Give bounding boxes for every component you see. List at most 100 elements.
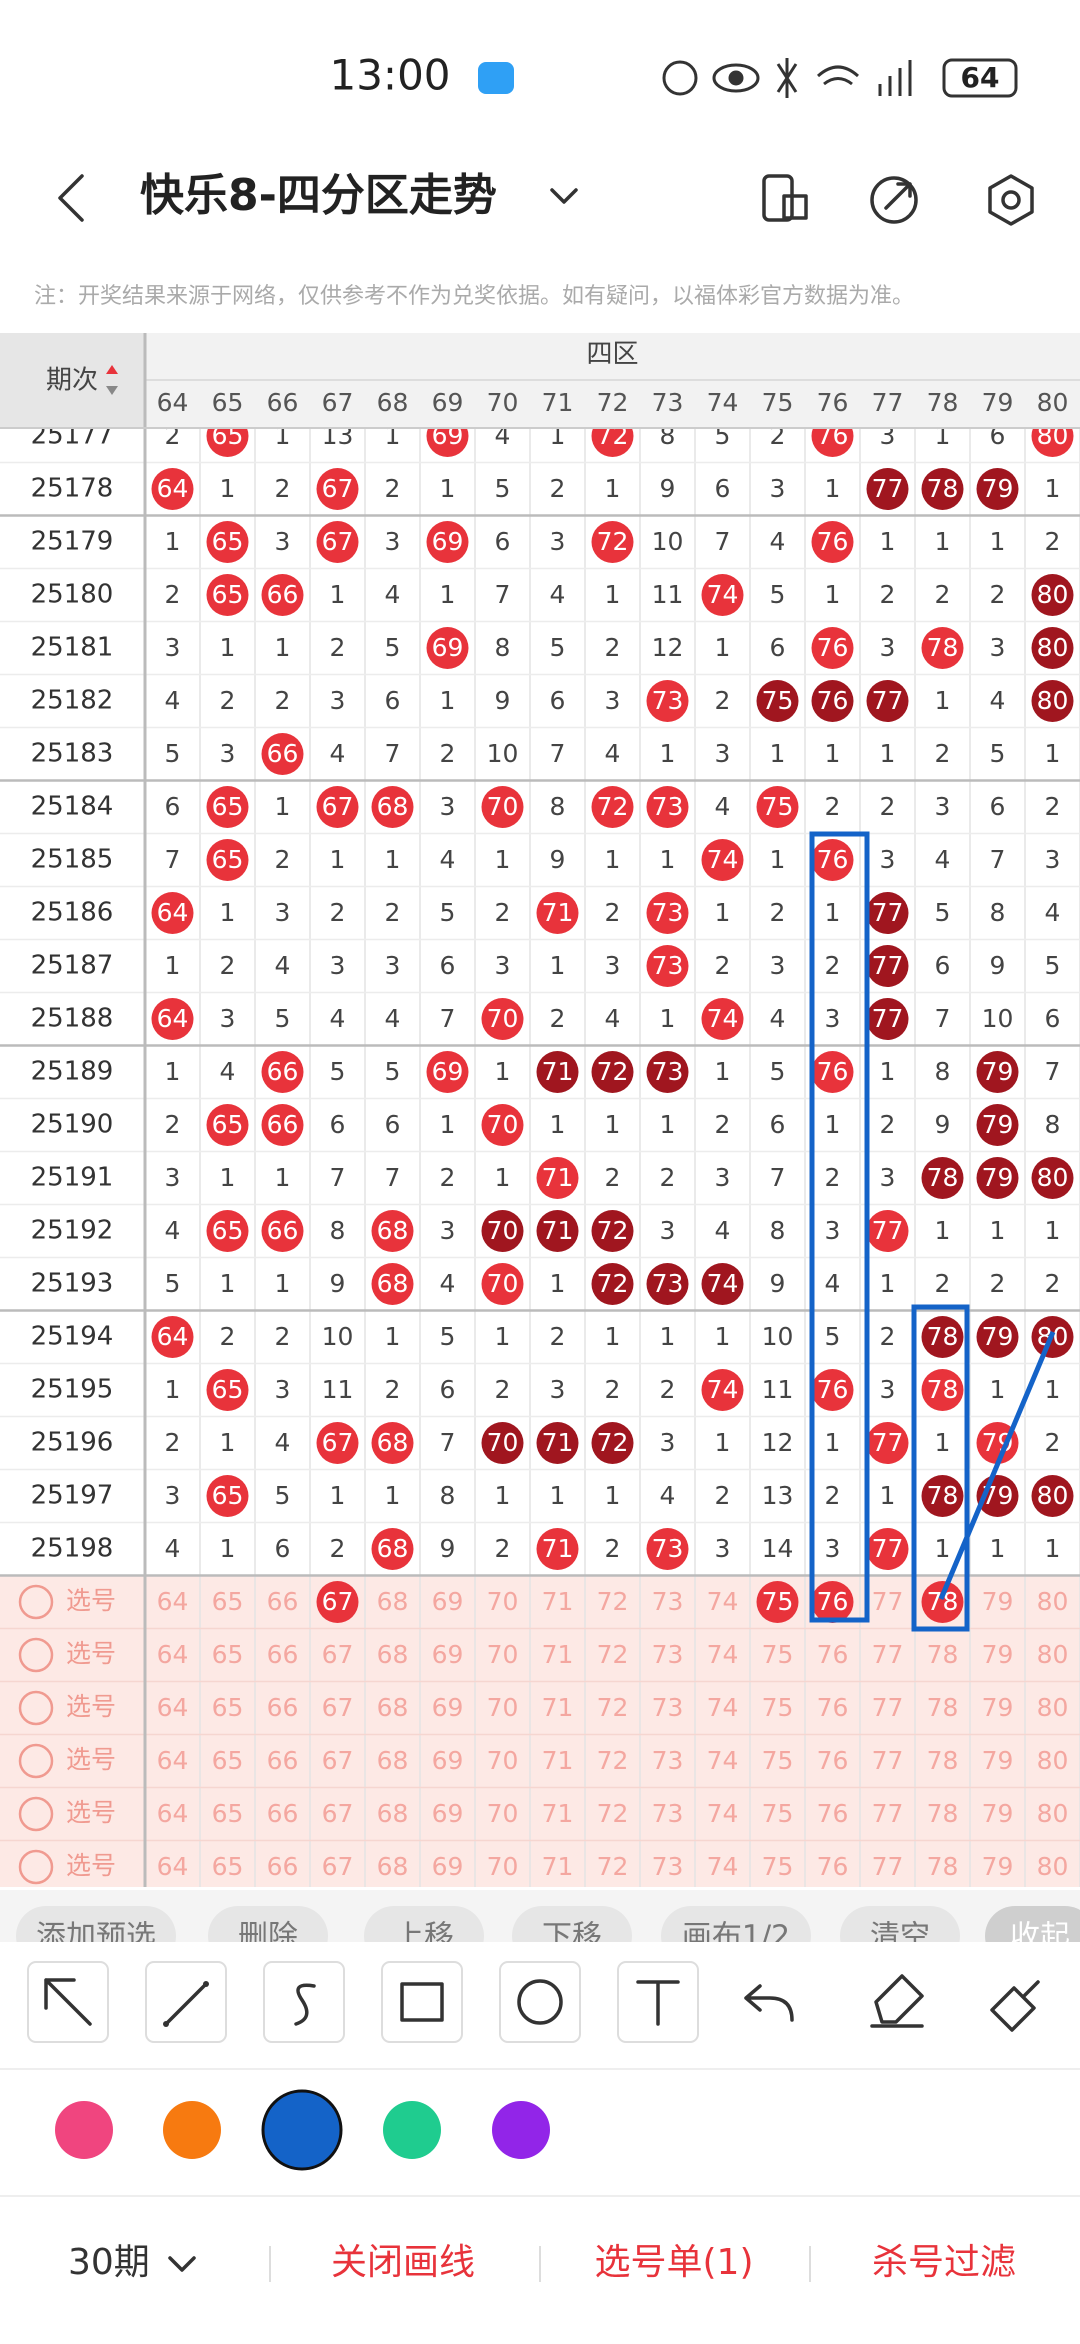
pick-number[interactable]: 78: [927, 1746, 959, 1775]
pick-number[interactable]: 73: [652, 1746, 684, 1775]
color-swatch[interactable]: [163, 2101, 221, 2159]
pick-number[interactable]: 69: [432, 1693, 464, 1722]
pick-number[interactable]: 76: [817, 1640, 849, 1669]
action-button[interactable]: [16, 1906, 176, 1966]
action-button[interactable]: [364, 1906, 484, 1966]
pick-number[interactable]: 80: [1037, 1799, 1069, 1828]
pick-number[interactable]: 71: [542, 1693, 574, 1722]
period-selector[interactable]: 30期: [68, 2242, 150, 2283]
pick-number[interactable]: 67: [322, 1640, 354, 1669]
pick-number[interactable]: 72: [597, 1587, 629, 1616]
pick-number[interactable]: 79: [982, 1852, 1014, 1881]
pick-number[interactable]: 64: [157, 1693, 189, 1722]
pick-number[interactable]: 76: [817, 1693, 849, 1722]
pick-number[interactable]: 69: [432, 1852, 464, 1881]
pick-number[interactable]: 71: [542, 1640, 574, 1669]
color-swatch[interactable]: [55, 2101, 113, 2159]
kill-filter-button[interactable]: 杀号过滤: [872, 2242, 1016, 2283]
action-label[interactable]: 下移: [542, 1920, 602, 1955]
pick-number[interactable]: 71: [542, 1852, 574, 1881]
pick-number[interactable]: 72: [597, 1746, 629, 1775]
pick-number[interactable]: 71: [542, 1799, 574, 1828]
pick-number[interactable]: 64: [157, 1799, 189, 1828]
pick-number[interactable]: 67: [322, 1587, 354, 1616]
pick-number[interactable]: 74: [707, 1746, 739, 1775]
pick-number[interactable]: 80: [1037, 1746, 1069, 1775]
pick-number[interactable]: 72: [597, 1693, 629, 1722]
pick-number[interactable]: 74: [707, 1693, 739, 1722]
pick-radio[interactable]: [18, 1584, 54, 1620]
pick-number[interactable]: 65: [212, 1852, 244, 1881]
pick-number[interactable]: 72: [597, 1640, 629, 1669]
action-button[interactable]: [985, 1906, 1080, 1966]
pick-number[interactable]: 69: [432, 1640, 464, 1669]
pick-number[interactable]: 66: [267, 1852, 299, 1881]
pick-number[interactable]: 72: [597, 1799, 629, 1828]
color-swatch[interactable]: [261, 2089, 343, 2171]
color-swatch[interactable]: [492, 2101, 550, 2159]
pick-number[interactable]: 68: [377, 1746, 409, 1775]
action-label[interactable]: 添加预选: [36, 1920, 156, 1955]
pick-number[interactable]: 78: [927, 1693, 959, 1722]
pick-number[interactable]: 77: [872, 1852, 904, 1881]
pick-number[interactable]: 77: [872, 1587, 904, 1616]
pick-number[interactable]: 65: [212, 1587, 244, 1616]
pick-number[interactable]: 70: [487, 1746, 519, 1775]
pick-number[interactable]: 64: [157, 1852, 189, 1881]
pick-number[interactable]: 69: [432, 1799, 464, 1828]
pick-number[interactable]: 66: [267, 1587, 299, 1616]
settings-icon[interactable]: [988, 174, 1034, 226]
pick-radio[interactable]: [18, 1690, 54, 1726]
pick-number[interactable]: 71: [542, 1746, 574, 1775]
action-label[interactable]: 收起: [1010, 1920, 1070, 1955]
pick-number[interactable]: 74: [707, 1852, 739, 1881]
page-title[interactable]: 快乐8-四分区走势: [140, 170, 497, 221]
pick-list-button[interactable]: 选号单(1): [595, 2242, 754, 2283]
pick-number[interactable]: 67: [322, 1693, 354, 1722]
share-icon[interactable]: [870, 176, 918, 224]
pick-radio[interactable]: [18, 1637, 54, 1673]
pick-number[interactable]: 66: [267, 1693, 299, 1722]
pick-number[interactable]: 75: [762, 1799, 794, 1828]
pick-number[interactable]: 73: [652, 1693, 684, 1722]
pick-number[interactable]: 71: [542, 1587, 574, 1616]
pick-number[interactable]: 65: [212, 1693, 244, 1722]
pick-number[interactable]: 74: [707, 1799, 739, 1828]
pick-number[interactable]: 65: [212, 1746, 244, 1775]
pick-number[interactable]: 77: [872, 1746, 904, 1775]
pick-number[interactable]: 68: [377, 1693, 409, 1722]
pick-number[interactable]: 80: [1037, 1587, 1069, 1616]
pick-number[interactable]: 78: [927, 1799, 959, 1828]
pick-number[interactable]: 67: [322, 1746, 354, 1775]
pick-radio[interactable]: [18, 1743, 54, 1779]
pick-number[interactable]: 70: [487, 1852, 519, 1881]
pick-number[interactable]: 79: [982, 1746, 1014, 1775]
pick-number[interactable]: 76: [817, 1746, 849, 1775]
pick-number[interactable]: 79: [982, 1640, 1014, 1669]
action-label[interactable]: 画布1/2: [682, 1920, 790, 1955]
pick-number[interactable]: 79: [982, 1587, 1014, 1616]
pick-number[interactable]: 64: [157, 1587, 189, 1616]
pick-number[interactable]: 75: [762, 1640, 794, 1669]
pick-number[interactable]: 68: [377, 1799, 409, 1828]
pick-radio[interactable]: [18, 1796, 54, 1832]
close-lines-button[interactable]: 关闭画线: [331, 2242, 475, 2283]
pick-number[interactable]: 76: [817, 1799, 849, 1828]
pick-number[interactable]: 65: [212, 1799, 244, 1828]
pick-number[interactable]: 73: [652, 1852, 684, 1881]
pick-number[interactable]: 78: [927, 1852, 959, 1881]
pick-number[interactable]: 67: [322, 1799, 354, 1828]
action-label[interactable]: 清空: [870, 1920, 930, 1955]
pick-number[interactable]: 70: [487, 1693, 519, 1722]
pick-number[interactable]: 70: [487, 1799, 519, 1828]
pick-number[interactable]: 65: [212, 1640, 244, 1669]
pick-number[interactable]: 75: [762, 1852, 794, 1881]
pick-number[interactable]: 79: [982, 1693, 1014, 1722]
phone-icon[interactable]: [762, 174, 808, 222]
back-button[interactable]: [58, 174, 84, 222]
action-label[interactable]: 上移: [394, 1920, 454, 1955]
pick-number[interactable]: 79: [982, 1799, 1014, 1828]
pick-number[interactable]: 75: [762, 1587, 794, 1616]
action-label[interactable]: 删除: [238, 1920, 298, 1955]
pick-number[interactable]: 73: [652, 1640, 684, 1669]
